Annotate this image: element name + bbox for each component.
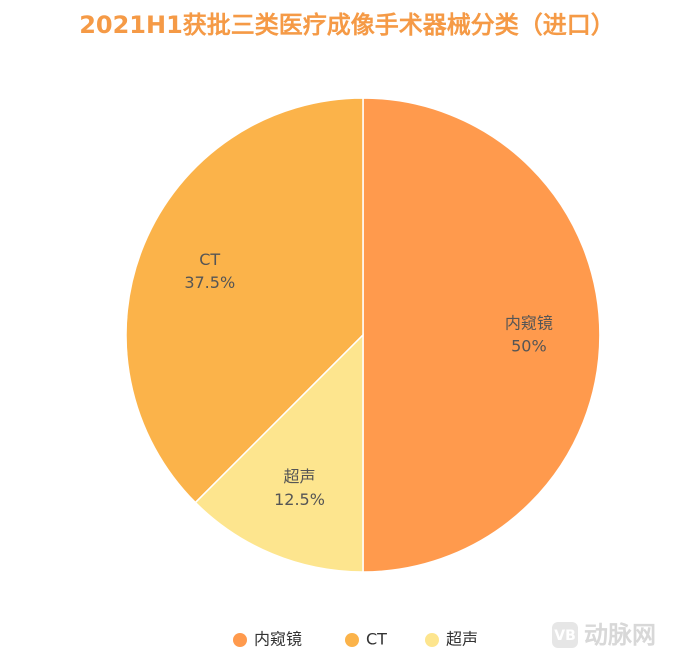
slice-label: 内窥镜 xyxy=(505,314,553,333)
slice-label: CT xyxy=(199,250,220,269)
legend-marker xyxy=(425,633,439,647)
legend-label: 超声 xyxy=(446,630,478,649)
pie-slice xyxy=(125,97,364,504)
legend-label: 内窥镜 xyxy=(254,630,302,649)
watermark: 动脉网 xyxy=(584,621,656,649)
slice-value-label: 37.5% xyxy=(184,273,235,292)
watermark-logo: VB xyxy=(552,622,578,648)
chart-title: 2021H1获批三类医疗成像手术器械分类（进口） xyxy=(79,11,615,39)
svg-text:VB: VB xyxy=(554,628,576,644)
slice-value-label: 50% xyxy=(511,337,547,356)
pie-slice xyxy=(194,333,364,573)
legend-marker xyxy=(345,633,359,647)
legend-label: CT xyxy=(366,630,387,649)
pie-slice xyxy=(362,97,601,573)
slice-value-label: 12.5% xyxy=(274,490,325,509)
slice-label: 超声 xyxy=(284,467,316,486)
legend-marker xyxy=(233,633,247,647)
